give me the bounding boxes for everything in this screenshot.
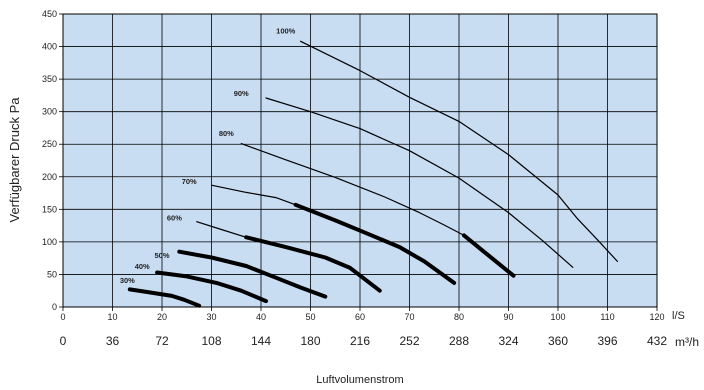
curve-label: 90% [234, 89, 249, 98]
x-tick-label: 100 [550, 312, 565, 322]
x-tick-label-secondary: 108 [201, 334, 221, 348]
x-axis-label: Luftvolumenstrom [316, 374, 403, 386]
y-tick-label: 350 [42, 74, 57, 84]
x-tick-label: 80 [454, 312, 464, 322]
y-tick-label: 150 [42, 204, 57, 214]
curve-70-percent: 70% [182, 177, 457, 285]
x-unit-label: l/S [672, 310, 685, 322]
x-tick-label-secondary: 324 [498, 334, 518, 348]
x-tick-label: 20 [157, 312, 167, 322]
x-tick-label-secondary: 360 [548, 334, 568, 348]
curve-40-percent: 40% [135, 262, 268, 304]
x-tick-label-secondary: 216 [350, 334, 370, 348]
y-tick-label: 250 [42, 139, 57, 149]
y-axis-label: Verfügbarer Druck Pa [7, 97, 22, 223]
x-tick-label: 120 [649, 312, 664, 322]
curve-thin-segment [265, 97, 574, 268]
y-tick-label: 50 [47, 269, 57, 279]
curve-thin-segment [240, 143, 465, 236]
x-tick-label-secondary: 0 [60, 334, 67, 348]
curve-100-percent: 100% [276, 27, 618, 262]
x-unit-label-secondary: m³/h [675, 335, 699, 349]
x-tick-label-secondary: 432 [647, 334, 667, 348]
y-tick-label: 450 [42, 9, 57, 19]
x-tick-label: 50 [305, 312, 315, 322]
curve-thin-segment [300, 40, 618, 262]
x-tick-label: 60 [355, 312, 365, 322]
curve-60-percent: 60% [167, 213, 382, 293]
y-tick-labels: 0 50 100 150 200 250 300 350 400 450 [42, 9, 63, 312]
x-tick-label-secondary: 72 [155, 334, 169, 348]
x-tick-label: 30 [206, 312, 216, 322]
x-tick-labels-secondary: 0 36 72 108 144 180 216 252 288 324 360 396 432 [60, 334, 668, 348]
curve-label: 40% [135, 262, 150, 271]
y-tick-label: 300 [42, 107, 57, 117]
curve-label: 60% [167, 213, 182, 222]
curves: 30%40% 50% 60% 70% 80% 90% 100% [120, 27, 618, 308]
x-tick-label-secondary: 288 [449, 334, 469, 348]
x-tick-label: 10 [107, 312, 117, 322]
x-tick-labels: 0 10 20 30 40 50 60 70 80 90 100 110 120 [60, 307, 665, 322]
curve-80-percent: 80% [219, 129, 516, 278]
x-tick-label-secondary: 36 [106, 334, 120, 348]
curve-50-percent: 50% [154, 249, 328, 299]
x-tick-label-secondary: 144 [251, 334, 271, 348]
x-tick-label: 40 [256, 312, 266, 322]
curve-thick-segment [127, 287, 202, 308]
curve-label: 50% [154, 251, 169, 260]
curve-90-percent: 90% [234, 89, 574, 268]
x-tick-label-secondary: 180 [300, 334, 320, 348]
x-tick-label-secondary: 396 [597, 334, 617, 348]
curve-label: 30% [120, 276, 135, 285]
x-tick-label: 110 [600, 312, 614, 322]
y-tick-label: 400 [42, 42, 57, 52]
y-tick-label: 100 [42, 237, 57, 247]
y-tick-label: 200 [42, 172, 57, 182]
curve-thick-segment [155, 270, 268, 304]
curve-30-percent: 30% [120, 276, 202, 308]
x-tick-label: 0 [60, 312, 65, 322]
curve-label: 100% [276, 27, 296, 36]
curve-thick-segment [293, 202, 457, 285]
x-tick-label: 70 [404, 312, 414, 322]
curve-thick-segment [244, 235, 382, 293]
curve-thin-segment [210, 184, 297, 206]
x-tick-label-secondary: 252 [399, 334, 419, 348]
curve-thick-segment [177, 249, 328, 299]
x-tick-label: 90 [503, 312, 513, 322]
curve-thick-segment [462, 233, 516, 278]
curve-label: 70% [182, 177, 197, 186]
y-tick-label: 0 [52, 302, 57, 312]
curve-thin-segment [196, 221, 247, 238]
curve-label: 80% [219, 129, 234, 138]
